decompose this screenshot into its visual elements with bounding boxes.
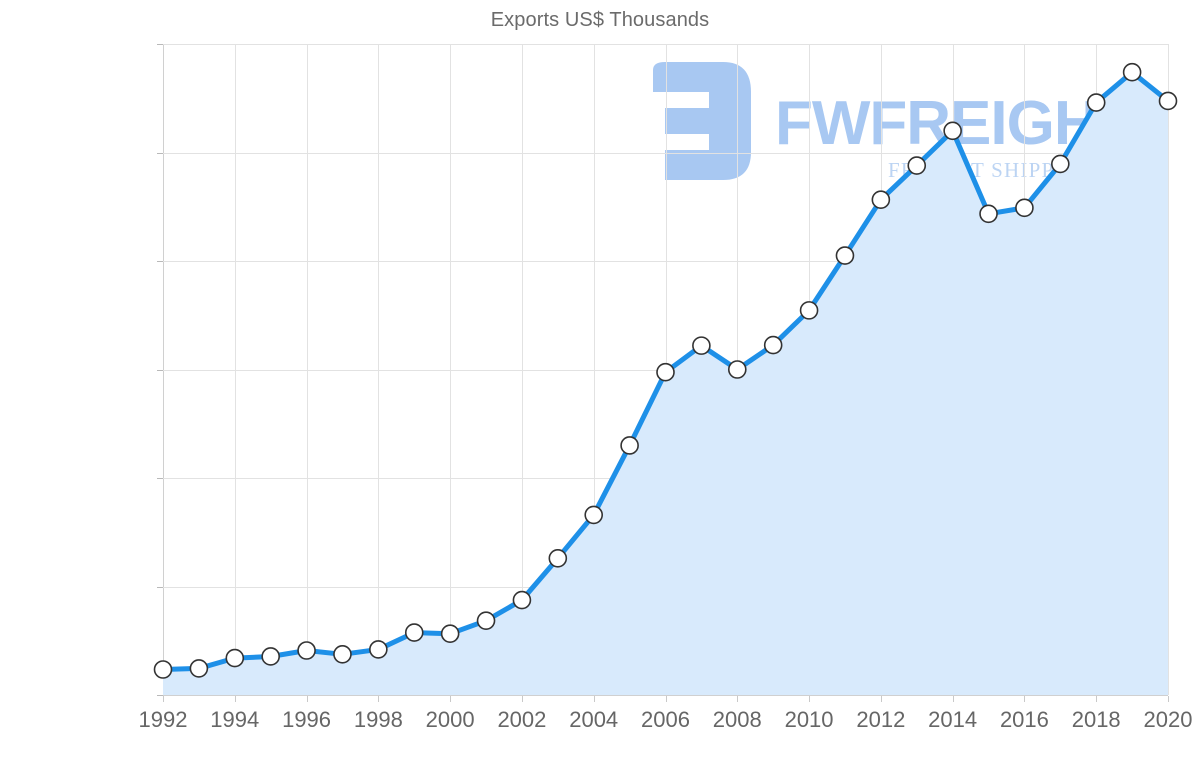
x-axis-tick-mark	[809, 696, 811, 702]
x-axis-tick-label: 2004	[569, 707, 619, 732]
x-axis-tick-mark	[952, 696, 954, 702]
x-axis-tick-mark	[163, 696, 164, 702]
x-axis-tick-label: 2012	[856, 707, 906, 732]
x-axis-tick-mark	[306, 696, 308, 702]
x-axis-line	[163, 695, 1168, 696]
data-point-marker[interactable]	[548, 548, 568, 568]
x-axis-tick-label: 2016	[999, 707, 1049, 732]
x-axis-tick-mark	[665, 696, 667, 702]
x-axis-tick-label: 1992	[138, 707, 188, 732]
gridline-vertical	[1168, 44, 1169, 695]
data-point-marker[interactable]	[620, 436, 639, 455]
area-fill	[163, 72, 1168, 695]
gridline-vertical	[378, 44, 380, 695]
data-point-marker[interactable]	[369, 640, 388, 659]
gridline-vertical	[306, 44, 308, 695]
x-axis-tick-label: 2014	[928, 707, 978, 732]
x-axis-tick-mark	[593, 696, 595, 702]
y-axis-tick-mark	[157, 44, 163, 45]
data-point-marker[interactable]	[404, 623, 424, 642]
x-axis-tick-label: 2018	[1071, 707, 1121, 732]
data-point-marker[interactable]	[943, 121, 962, 141]
data-point-marker[interactable]	[656, 362, 675, 382]
data-point-marker[interactable]	[692, 336, 711, 355]
x-axis-tick-mark	[1024, 696, 1026, 702]
data-point-marker[interactable]	[261, 647, 280, 666]
x-axis-tick-mark	[234, 696, 236, 702]
x-axis-tick-label: 2000	[425, 707, 475, 732]
data-point-marker[interactable]	[440, 624, 460, 644]
x-axis-tick-mark	[1168, 696, 1169, 702]
x-axis-tick-label: 2010	[784, 707, 834, 732]
y-axis-tick-mark	[157, 478, 163, 479]
data-point-marker[interactable]	[1086, 93, 1106, 112]
x-axis-tick-label: 1994	[210, 707, 260, 732]
data-point-marker[interactable]	[835, 246, 855, 265]
data-point-marker[interactable]	[907, 156, 927, 175]
y-axis-tick-mark	[157, 152, 163, 154]
y-axis-tick-mark	[157, 261, 163, 262]
data-point-marker[interactable]	[1051, 154, 1070, 174]
data-point-marker[interactable]	[799, 301, 819, 320]
x-axis-tick-label: 1998	[353, 707, 403, 732]
chart-title: Exports US$ Thousands	[490, 9, 710, 31]
gridline-vertical	[234, 44, 236, 695]
data-point-marker[interactable]	[584, 505, 604, 525]
data-point-marker[interactable]	[763, 335, 783, 355]
data-point-marker[interactable]	[1158, 91, 1178, 111]
plot-area	[153, 44, 1178, 695]
x-axis-tick-mark	[737, 696, 739, 702]
series-exports	[153, 62, 1178, 695]
gridline-vertical	[450, 44, 452, 695]
gridline-vertical	[593, 44, 595, 695]
x-axis-tick-mark	[1096, 696, 1098, 702]
gridline-vertical	[521, 44, 523, 695]
data-point-marker[interactable]	[1015, 198, 1034, 218]
data-point-markers	[153, 62, 1178, 679]
data-point-marker[interactable]	[189, 659, 209, 678]
x-axis-tick-label: 1996	[282, 707, 332, 732]
data-point-marker[interactable]	[727, 360, 747, 379]
data-point-marker[interactable]	[979, 204, 998, 224]
data-point-marker[interactable]	[512, 590, 532, 610]
data-point-marker[interactable]	[297, 641, 316, 660]
x-axis-tick-mark	[378, 696, 380, 702]
data-point-marker[interactable]	[1122, 62, 1142, 82]
y-axis-tick-mark	[157, 586, 163, 588]
data-point-marker[interactable]	[153, 660, 173, 679]
x-axis-tick-mark	[521, 696, 523, 702]
x-axis-tick-label: 2008	[712, 707, 762, 732]
y-axis-tick-mark	[157, 695, 163, 696]
x-axis-tick-label: 2006	[641, 707, 690, 732]
data-point-marker[interactable]	[476, 611, 496, 630]
x-axis-tick-label: 2002	[497, 707, 547, 732]
data-point-marker[interactable]	[871, 190, 891, 209]
x-axis-tick-mark	[880, 696, 882, 702]
x-axis-tick-label: 2020	[1143, 707, 1193, 732]
y-axis-tick-mark	[157, 369, 163, 371]
data-point-marker[interactable]	[333, 645, 352, 664]
data-point-marker[interactable]	[225, 648, 245, 668]
x-axis-tick-mark	[450, 696, 452, 702]
